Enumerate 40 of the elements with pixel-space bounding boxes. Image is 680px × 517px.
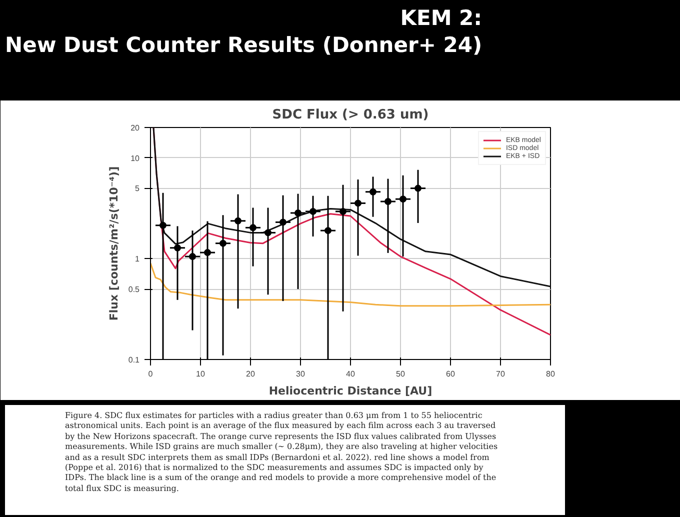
point	[264, 229, 272, 236]
point	[354, 200, 362, 207]
text: KEM 2: New Dust Counter Results (Donner+ 24)	[5, 5, 482, 60]
x-tick-label: 0	[148, 370, 154, 378]
x-tick-label: 70	[496, 370, 506, 378]
point	[280, 218, 286, 226]
x-axis-title: Heliocentric Distance [AU]	[268, 384, 432, 398]
point	[340, 208, 346, 215]
y-axis-title: Flux [counts/m²/s(*10⁻⁴)]	[107, 166, 120, 321]
caption: Figure 4. SDC flux estimates for particles with a radius greater than 0.63 μm from 1 to 55 heliocentric astronomical units. Each point is an average of the flux measured by each film across each 3 au traversed by the New Horizons spacecraft. The orange curve represents the ISD flux values calibrated from Ulysses measurements. While ISD grains are much smaller (∼ 0.28μm), they are also traveling at higher velocities and as a result SDC interprets them as small IDPs (Bernardoni et al. 2022). red line shows a model from (Poppe et al. 2016) that is normalized to the SDC measurements and assumes SDC is impacted only by IDPs. The black line is a sum of the orange and red models to provide a more comprehensive model of the total flux SDC is measuring.	[65, 411, 499, 494]
x-tick-label: 60	[446, 370, 456, 378]
x-tick-label: 20	[246, 370, 256, 378]
point	[174, 244, 181, 252]
y-tick-label: 0.5	[128, 285, 140, 294]
point	[189, 253, 196, 260]
y-tick-label: 20	[130, 124, 140, 132]
point	[414, 184, 422, 192]
chart-title: SDC Flux (> 0.63 um)	[272, 108, 429, 122]
point	[204, 249, 211, 256]
point	[234, 217, 242, 224]
y-tick-label: 0.1	[128, 356, 140, 364]
point	[400, 196, 406, 203]
x-tick-label: 40	[346, 370, 356, 378]
point	[160, 222, 166, 229]
y-tick-label: 5	[135, 184, 140, 194]
point	[310, 208, 316, 215]
line-series	[150, 262, 550, 307]
point	[294, 209, 302, 216]
x-tick-label: 80	[546, 370, 556, 378]
x-tick-label: 10	[196, 370, 206, 378]
point	[370, 188, 376, 196]
point	[384, 198, 392, 205]
point	[324, 227, 332, 234]
x-tick-label: 30	[296, 370, 306, 378]
y-tick-label: 1	[135, 254, 140, 264]
line-series	[152, 128, 550, 288]
point	[220, 240, 226, 247]
x-tick-label: 50	[396, 370, 406, 378]
point	[250, 224, 256, 232]
y-tick-label: 10	[130, 154, 140, 163]
